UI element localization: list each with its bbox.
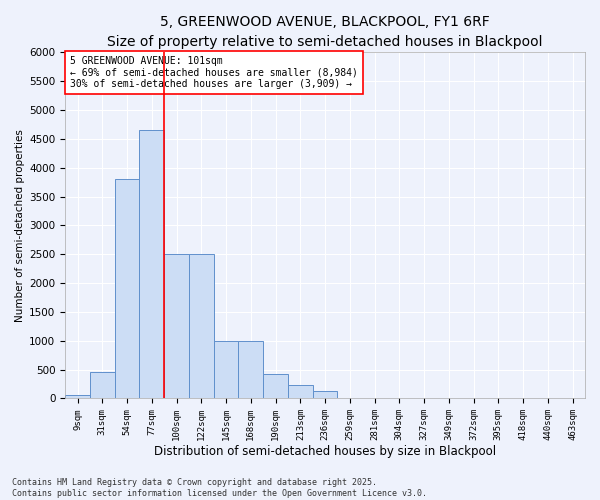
Text: Contains HM Land Registry data © Crown copyright and database right 2025.
Contai: Contains HM Land Registry data © Crown c… [12,478,427,498]
Text: 5 GREENWOOD AVENUE: 101sqm
← 69% of semi-detached houses are smaller (8,984)
30%: 5 GREENWOOD AVENUE: 101sqm ← 69% of semi… [70,56,358,89]
Bar [115,180,139,398]
Bar [139,130,164,398]
Bar [313,391,337,398]
Bar [238,340,263,398]
Bar [214,340,238,398]
Bar [90,372,115,398]
Title: 5, GREENWOOD AVENUE, BLACKPOOL, FY1 6RF
Size of property relative to semi-detach: 5, GREENWOOD AVENUE, BLACKPOOL, FY1 6RF … [107,15,543,48]
Y-axis label: Number of semi-detached properties: Number of semi-detached properties [15,129,25,322]
Bar [164,254,189,398]
Bar [288,385,313,398]
Bar [189,254,214,398]
Bar [263,374,288,398]
Bar [65,396,90,398]
X-axis label: Distribution of semi-detached houses by size in Blackpool: Distribution of semi-detached houses by … [154,444,496,458]
